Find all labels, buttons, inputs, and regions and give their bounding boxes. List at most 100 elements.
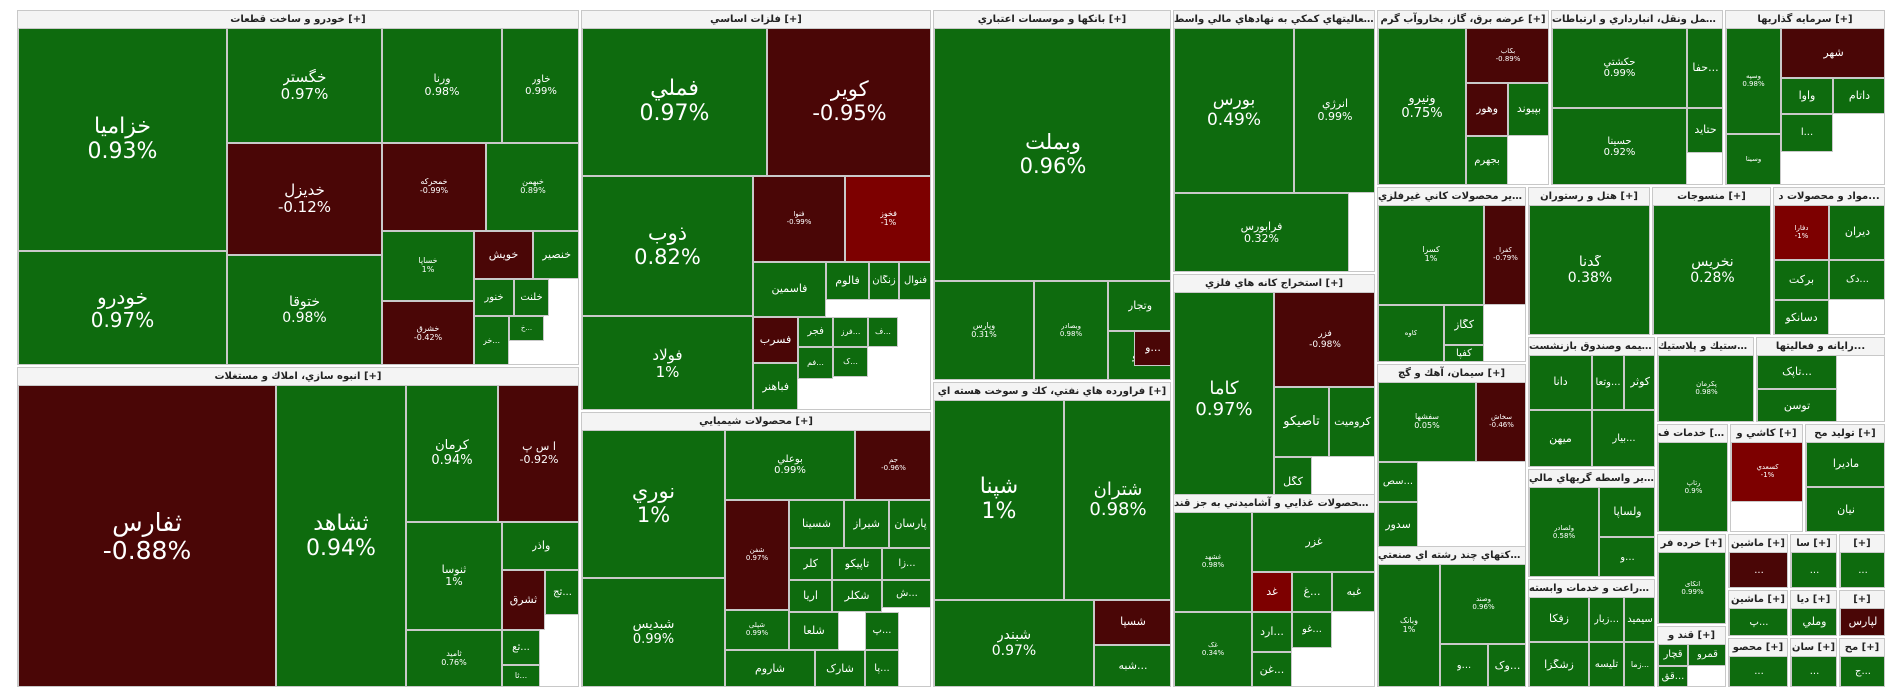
stock-tile[interactable]: پ...: [865, 612, 899, 650]
stock-tile[interactable]: شهر: [1781, 28, 1884, 78]
sector-title[interactable]: مواد و محصولات د...: [1774, 188, 1884, 206]
stock-tile[interactable]: کویر -0.95%: [767, 28, 930, 176]
sector-title[interactable]: خودرو و ساخت قطعات [+]: [18, 11, 578, 29]
stock-tile[interactable]: غبه: [1332, 572, 1374, 612]
stock-tile[interactable]: فنوا -0.99%: [753, 176, 845, 262]
stock-tile[interactable]: ک...: [833, 347, 868, 377]
sector-title[interactable]: رايانه و فعاليتها...: [1757, 338, 1884, 356]
stock-tile[interactable]: شیراز: [844, 500, 889, 548]
stock-tile[interactable]: ثنوسا 1%: [406, 522, 502, 630]
stock-tile[interactable]: ورنا 0.98%: [382, 28, 502, 143]
stock-tile[interactable]: اتکای 0.99%: [1658, 552, 1725, 623]
stock-tile[interactable]: نوري 1%: [582, 430, 725, 578]
stock-tile[interactable]: دفارا -1%: [1774, 205, 1829, 260]
stock-tile[interactable]: شپنا 1%: [934, 400, 1064, 600]
sector-title[interactable]: ماشین [+]: [1729, 591, 1787, 609]
stock-tile[interactable]: دسانکو: [1774, 300, 1829, 334]
stock-tile[interactable]: جم -0.96%: [855, 430, 930, 500]
stock-tile[interactable]: ف...: [868, 317, 898, 347]
stock-tile[interactable]: ثشاهد 0.94%: [276, 385, 406, 686]
sector-title[interactable]: قند و [+]: [1658, 627, 1725, 645]
sector-title[interactable]: سان [+]: [1791, 639, 1836, 657]
stock-tile[interactable]: سص...: [1378, 462, 1418, 502]
stock-tile[interactable]: آریا: [789, 580, 832, 612]
sector-title[interactable]: فراورده هاي نفتي، كك و سوخت هسته اي [+]: [934, 383, 1170, 401]
sector-title[interactable]: عرضه برق، گاز، بخاروآب گرم [+]: [1378, 11, 1548, 29]
sector-title[interactable]: سیمان، آهك و گچ [+]: [1378, 365, 1525, 383]
stock-tile[interactable]: شکلر: [832, 580, 882, 612]
stock-tile[interactable]: شتران 0.98%: [1064, 400, 1170, 600]
stock-tile[interactable]: وسینا: [1726, 134, 1781, 184]
stock-tile[interactable]: خشرق -0.42%: [382, 301, 474, 364]
stock-tile[interactable]: غ...: [1292, 572, 1332, 612]
sector-title[interactable]: تولید مح [+]: [1806, 425, 1884, 443]
stock-tile[interactable]: لپارس: [1840, 608, 1884, 635]
stock-tile[interactable]: ثع...: [502, 630, 540, 665]
stock-tile[interactable]: فجر: [798, 317, 833, 347]
stock-tile[interactable]: وآذر: [502, 522, 578, 570]
stock-tile[interactable]: وسپه 0.98%: [1726, 28, 1781, 134]
stock-tile[interactable]: توسن: [1757, 389, 1837, 421]
stock-tile[interactable]: وک...: [1488, 644, 1525, 686]
sector-title[interactable]: هتل و رستوران [+]: [1529, 188, 1649, 206]
stock-tile[interactable]: زبار...: [1589, 597, 1624, 642]
sector-title[interactable]: ماشین [+]: [1729, 535, 1787, 553]
stock-tile[interactable]: شفن 0.97%: [725, 500, 789, 610]
sector-title[interactable]: [+]: [1840, 535, 1884, 553]
stock-tile[interactable]: شبندر 0.97%: [934, 600, 1094, 686]
stock-tile[interactable]: قچار: [1658, 644, 1688, 666]
stock-tile[interactable]: بوعلي 0.99%: [725, 430, 855, 500]
stock-tile[interactable]: شبه...: [1094, 645, 1170, 686]
sector-title[interactable]: فلزات اساسي [+]: [582, 11, 930, 29]
stock-tile[interactable]: فرابورس 0.32%: [1174, 193, 1349, 271]
stock-tile[interactable]: تاپک...: [1757, 355, 1837, 389]
sector-title[interactable]: زراعت و خدمات وابسته [+]: [1529, 580, 1654, 598]
stock-tile[interactable]: ولصادر 0.58%: [1529, 487, 1599, 576]
stock-tile[interactable]: ثا...: [502, 665, 540, 686]
stock-tile[interactable]: کفپا: [1444, 345, 1484, 361]
stock-tile[interactable]: حفا...: [1687, 28, 1722, 108]
stock-tile[interactable]: کسرا 1%: [1378, 205, 1484, 305]
stock-tile[interactable]: وبملت 0.96%: [934, 28, 1170, 281]
stock-tile[interactable]: خلنت: [514, 279, 549, 316]
stock-tile[interactable]: خنصیر: [533, 231, 578, 279]
stock-tile[interactable]: کوثر: [1624, 355, 1654, 410]
stock-tile[interactable]: کفرا -0.79%: [1484, 205, 1525, 305]
stock-tile[interactable]: فالوم: [826, 262, 869, 300]
stock-tile[interactable]: و...: [1599, 537, 1654, 576]
stock-tile[interactable]: مادیرا: [1806, 442, 1884, 487]
stock-tile[interactable]: خنور: [474, 279, 514, 316]
stock-tile[interactable]: خساپا 1%: [382, 231, 474, 301]
sector-title[interactable]: محصولات غذايي و آشاميدني به جز قند [+]: [1174, 495, 1374, 513]
stock-tile[interactable]: سیمید: [1624, 597, 1654, 642]
stock-tile[interactable]: خر...: [474, 316, 509, 364]
stock-tile[interactable]: شسینا: [789, 500, 844, 548]
sector-title[interactable]: خدمات ف [+]: [1658, 425, 1727, 443]
stock-tile[interactable]: قمرو: [1688, 644, 1725, 666]
stock-tile[interactable]: زفکا: [1529, 597, 1589, 642]
stock-tile[interactable]: ثامید 0.76%: [406, 630, 502, 686]
stock-tile[interactable]: غن...: [1252, 652, 1292, 686]
stock-tile[interactable]: قق...: [1658, 666, 1688, 686]
stock-tile[interactable]: زما...: [1624, 642, 1654, 686]
stock-tile[interactable]: پ...: [1729, 608, 1787, 635]
stock-tile[interactable]: غزر: [1252, 512, 1374, 572]
sector-title[interactable]: شرکتهاي چند رشته اي صنعتي [+]: [1378, 547, 1525, 565]
sector-title[interactable]: منسوجات [+]: [1653, 188, 1770, 206]
sector-title[interactable]: بانكها و موسسات اعتباري [+]: [934, 11, 1170, 29]
stock-tile[interactable]: ونیرو 0.75%: [1378, 28, 1466, 184]
stock-tile[interactable]: خگستر 0.97%: [227, 28, 382, 143]
stock-tile[interactable]: وپارس 0.31%: [934, 281, 1034, 379]
sector-title[interactable]: بیمه وصندوق بازنشست [+]: [1529, 338, 1654, 356]
stock-tile[interactable]: تاصیکو: [1274, 387, 1329, 457]
stock-tile[interactable]: پا...: [865, 650, 899, 686]
stock-tile[interactable]: خدیزل -0.12%: [227, 143, 382, 255]
stock-tile[interactable]: میهن: [1529, 410, 1592, 466]
sector-title[interactable]: انبوه سازي، املاك و مستغلات [+]: [18, 368, 578, 386]
stock-tile[interactable]: ...: [1840, 552, 1884, 587]
stock-tile[interactable]: کرمان 0.94%: [406, 385, 498, 522]
stock-tile[interactable]: دک...: [1829, 260, 1884, 300]
stock-tile[interactable]: وتجار: [1108, 281, 1170, 331]
stock-tile[interactable]: وبانک 1%: [1378, 564, 1440, 686]
stock-tile[interactable]: تاپیکو: [832, 548, 882, 580]
